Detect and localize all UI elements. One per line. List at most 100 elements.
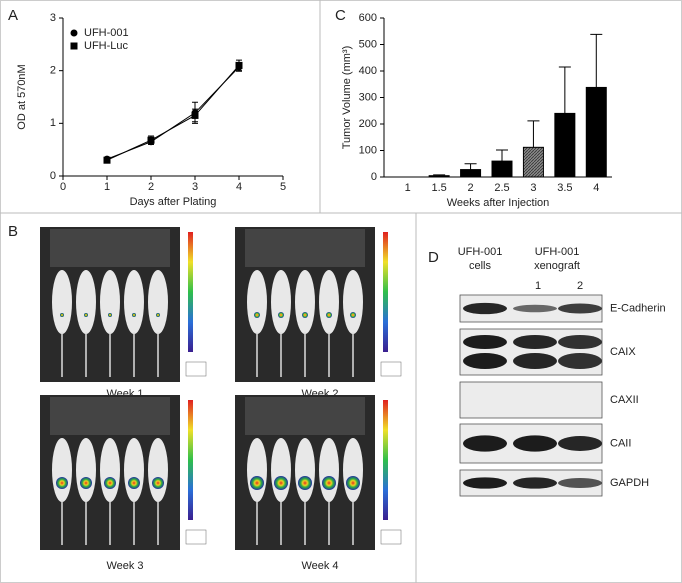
blot-band	[463, 477, 507, 489]
y-tick-label: 2	[50, 65, 56, 77]
x-tick-label: 2	[468, 182, 474, 194]
x-axis-label: Weeks after Injection	[447, 197, 550, 209]
legend-marker	[70, 42, 78, 50]
blot-band	[558, 353, 602, 369]
x-tick-label: 3	[192, 181, 198, 193]
mouse	[295, 270, 315, 334]
marker	[191, 111, 199, 119]
signal	[346, 476, 360, 490]
signal	[60, 313, 64, 317]
y-tick-label: 600	[359, 12, 377, 24]
series-line	[106, 66, 240, 160]
mouse	[247, 270, 267, 334]
signal	[84, 313, 88, 317]
signal	[274, 476, 288, 490]
lane-header: UFH-001	[458, 246, 503, 258]
x-tick-label: 4	[236, 181, 242, 193]
blot-band	[513, 353, 557, 369]
protein-label: CAIX	[610, 346, 636, 358]
lane-header: UFH-001	[535, 246, 580, 258]
x-tick-label: 2	[148, 181, 154, 193]
marker	[103, 156, 111, 164]
bar	[428, 175, 450, 178]
signal	[104, 477, 116, 489]
error-bar	[496, 149, 508, 162]
mouse	[52, 438, 72, 502]
x-tick-label: 3	[530, 182, 536, 194]
protein-label: E-Cadherin	[610, 302, 666, 314]
mouse	[247, 438, 267, 502]
signal	[254, 312, 260, 318]
blot-band	[513, 335, 557, 349]
mouse	[100, 270, 120, 334]
y-tick-label: 200	[359, 118, 377, 130]
protein-label: GAPDH	[610, 477, 649, 489]
marker	[235, 61, 243, 69]
x-tick-label: 5	[280, 181, 286, 193]
bar	[460, 169, 482, 178]
y-tick-label: 100	[359, 144, 377, 156]
caption: Week 4	[301, 560, 338, 572]
y-tick-label: 0	[371, 171, 377, 183]
error-bar	[464, 163, 477, 170]
mouse	[343, 270, 363, 334]
signal	[132, 313, 136, 317]
x-tick-label: 1	[104, 181, 110, 193]
blot-band	[463, 302, 507, 315]
bar	[585, 86, 607, 178]
series-line	[106, 65, 240, 161]
x-tick-label: 3.5	[557, 182, 572, 194]
blot-band	[513, 477, 557, 489]
color-scale	[383, 232, 388, 352]
axis	[383, 18, 612, 178]
signal	[128, 477, 140, 489]
y-axis-label: OD at 570nM	[16, 64, 28, 129]
y-tick-label: 0	[50, 170, 56, 182]
signal	[298, 476, 312, 490]
lane-header: xenograft	[534, 260, 580, 272]
signal	[322, 476, 336, 490]
imaging-chamber	[50, 229, 170, 267]
signal	[278, 312, 284, 318]
mouse	[100, 438, 120, 502]
x-tick-label: 2.5	[494, 182, 509, 194]
mouse	[271, 438, 291, 502]
blot-band	[513, 304, 557, 313]
x-tick-label: 4	[593, 182, 599, 194]
bar	[491, 160, 513, 178]
panel-label: A	[8, 7, 18, 24]
mouse	[76, 270, 96, 334]
scale-box	[185, 361, 207, 377]
signal	[350, 312, 356, 318]
y-axis-label: Tumor Volume (mm³)	[341, 46, 353, 150]
legend-label: UFH-Luc	[84, 40, 129, 52]
imaging-chamber	[245, 397, 365, 435]
marker	[147, 136, 155, 144]
protein-label: CAXII	[610, 394, 639, 406]
protein-label: CAII	[610, 437, 631, 449]
x-tick-label: 1.5	[431, 182, 446, 194]
blot-band	[558, 335, 602, 349]
bar	[522, 146, 544, 178]
blot-panel: UFH-001 cells UFH-001 xenograft 1 2 E-Cadherin…	[458, 246, 666, 497]
signal	[326, 312, 332, 318]
error-bar	[590, 33, 603, 88]
mouse	[319, 270, 339, 334]
legend-marker	[70, 29, 78, 37]
color-scale	[383, 400, 388, 520]
color-scale	[188, 400, 193, 520]
bar	[554, 112, 576, 178]
error-bar	[558, 66, 571, 114]
signal	[108, 313, 112, 317]
panel-label: B	[8, 223, 18, 240]
mouse	[124, 438, 144, 502]
signal	[156, 313, 160, 317]
scale-box	[185, 529, 207, 545]
lane-number: 1	[535, 280, 541, 292]
signal	[250, 476, 264, 490]
lane-header: cells	[469, 260, 492, 272]
panel-label: D	[428, 249, 439, 266]
blot-band	[558, 478, 602, 488]
blot-band	[463, 335, 507, 349]
